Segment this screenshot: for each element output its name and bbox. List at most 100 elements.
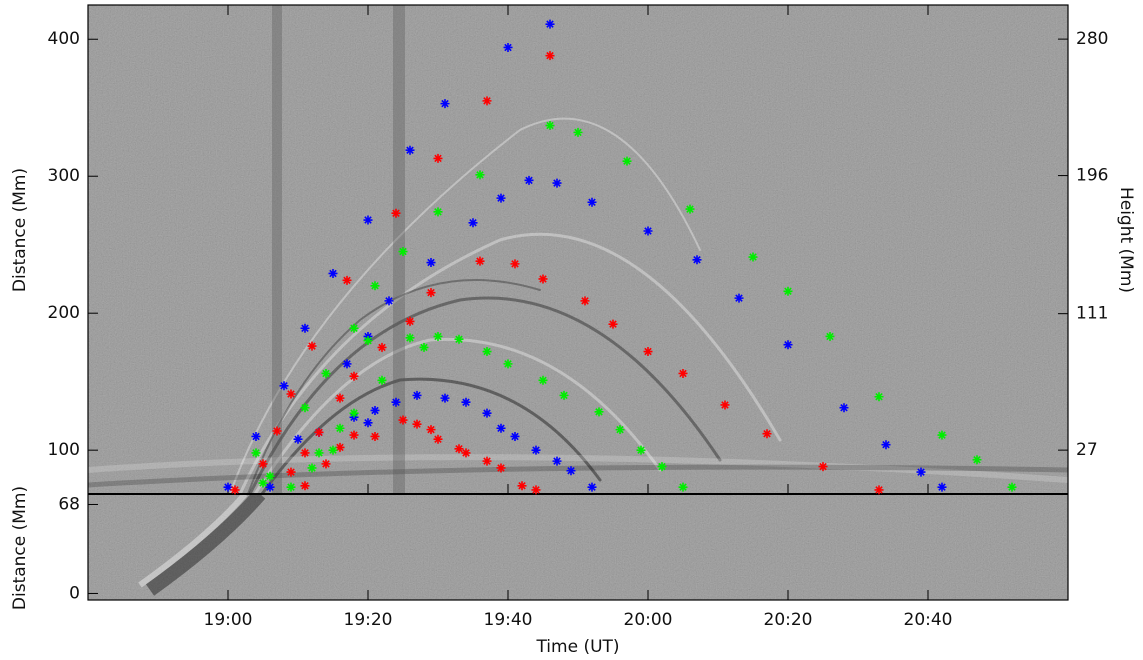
data-point — [363, 336, 373, 346]
data-point — [510, 431, 520, 441]
data-point — [419, 342, 429, 352]
data-point — [363, 215, 373, 225]
data-point — [517, 481, 527, 491]
data-point — [475, 170, 485, 180]
data-point — [839, 403, 849, 413]
y2-tick-label: 111 — [1076, 304, 1108, 324]
data-point — [503, 42, 513, 52]
data-point — [251, 431, 261, 441]
data-point — [685, 204, 695, 214]
data-point — [335, 393, 345, 403]
data-point — [370, 405, 380, 415]
data-point — [475, 256, 485, 266]
data-point — [972, 455, 982, 465]
data-point — [223, 482, 233, 492]
data-point — [391, 397, 401, 407]
data-point — [307, 463, 317, 473]
data-point — [657, 462, 667, 472]
y-axis-label: Distance (Mm) — [10, 486, 30, 610]
y2-tick-label: 196 — [1076, 166, 1108, 186]
data-point — [405, 316, 415, 326]
data-point — [594, 407, 604, 417]
data-point — [538, 375, 548, 385]
data-point — [265, 482, 275, 492]
data-point — [314, 448, 324, 458]
data-point — [916, 467, 926, 477]
data-point — [545, 121, 555, 131]
data-point — [482, 408, 492, 418]
data-point — [559, 390, 569, 400]
data-point — [300, 403, 310, 413]
data-point — [349, 371, 359, 381]
data-point — [524, 175, 534, 185]
y2-tick-label: 280 — [1076, 29, 1108, 49]
data-point — [272, 426, 282, 436]
y-tick-label: 68 — [58, 494, 80, 514]
data-point — [566, 466, 576, 476]
data-point — [615, 425, 625, 435]
data-point — [328, 445, 338, 455]
data-point — [433, 434, 443, 444]
data-point — [468, 218, 478, 228]
y-tick-label: 300 — [48, 166, 80, 186]
data-point — [531, 445, 541, 455]
data-point — [482, 96, 492, 106]
data-point — [426, 425, 436, 435]
data-point — [762, 429, 772, 439]
data-point — [587, 197, 597, 207]
data-point — [587, 482, 597, 492]
data-point — [454, 444, 464, 454]
data-point — [335, 442, 345, 452]
data-point — [370, 431, 380, 441]
data-point — [300, 448, 310, 458]
y-tick-label: 100 — [48, 440, 80, 460]
data-point — [881, 440, 891, 450]
y-axis-label: Distance (Mm) — [10, 168, 30, 292]
data-point — [265, 471, 275, 481]
data-point — [937, 482, 947, 492]
data-point — [622, 156, 632, 166]
data-point — [482, 347, 492, 357]
data-point — [342, 359, 352, 369]
data-point — [349, 323, 359, 333]
data-point — [328, 268, 338, 278]
data-point — [573, 127, 583, 137]
y-tick-label: 200 — [48, 303, 80, 323]
data-point — [377, 375, 387, 385]
data-point — [258, 478, 268, 488]
data-point — [461, 448, 471, 458]
data-point — [321, 459, 331, 469]
data-point — [783, 340, 793, 350]
data-point — [678, 482, 688, 492]
data-point — [692, 255, 702, 265]
x-tick-label: 19:00 — [204, 610, 253, 630]
data-point — [496, 193, 506, 203]
data-point — [643, 226, 653, 236]
data-point — [321, 368, 331, 378]
y2-tick-label: 27 — [1076, 440, 1098, 460]
data-point — [552, 456, 562, 466]
data-point — [720, 400, 730, 410]
data-point — [384, 296, 394, 306]
x-tick-label: 20:00 — [624, 610, 673, 630]
data-point — [531, 485, 541, 495]
data-point — [748, 252, 758, 262]
data-point — [636, 445, 646, 455]
data-point — [440, 393, 450, 403]
data-point — [286, 389, 296, 399]
data-point — [293, 434, 303, 444]
data-point — [258, 459, 268, 469]
data-point — [342, 275, 352, 285]
data-point — [433, 331, 443, 341]
data-point — [454, 334, 464, 344]
data-point — [482, 456, 492, 466]
data-point — [734, 293, 744, 303]
data-point — [783, 286, 793, 296]
data-point — [377, 342, 387, 352]
data-point — [370, 281, 380, 291]
data-point — [937, 430, 947, 440]
data-point — [398, 415, 408, 425]
data-point — [1007, 482, 1017, 492]
data-point — [286, 482, 296, 492]
